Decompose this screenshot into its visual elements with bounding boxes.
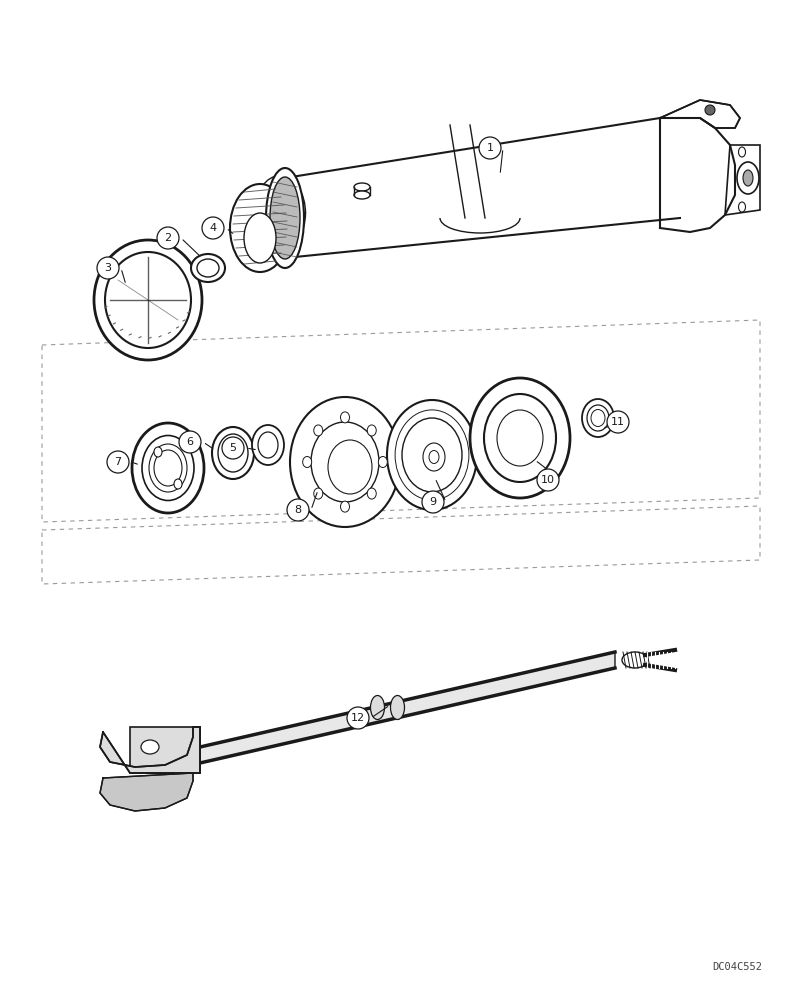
Circle shape [536,469,558,491]
Circle shape [478,137,500,159]
Circle shape [704,105,714,115]
Ellipse shape [94,240,202,360]
Ellipse shape [423,443,444,471]
Ellipse shape [496,410,543,466]
Ellipse shape [270,177,299,259]
Polygon shape [200,652,614,763]
Text: 12: 12 [350,713,365,723]
Ellipse shape [243,213,276,263]
Ellipse shape [340,412,349,423]
Ellipse shape [290,397,400,527]
Circle shape [607,411,629,433]
Text: 9: 9 [429,497,436,507]
Ellipse shape [174,479,182,489]
Ellipse shape [581,399,613,437]
Circle shape [157,227,178,249]
Polygon shape [100,727,200,773]
Ellipse shape [428,450,439,464]
Ellipse shape [340,501,349,512]
Ellipse shape [258,432,277,458]
Ellipse shape [736,162,758,194]
Ellipse shape [590,410,604,426]
Circle shape [286,499,309,521]
Ellipse shape [401,418,461,492]
Text: 4: 4 [209,223,217,233]
Ellipse shape [313,425,322,436]
Ellipse shape [470,378,569,498]
Ellipse shape [217,434,247,472]
Ellipse shape [197,259,219,277]
Polygon shape [724,145,759,215]
Text: 3: 3 [105,263,111,273]
Ellipse shape [328,440,371,494]
Ellipse shape [483,394,556,482]
Ellipse shape [354,191,370,199]
Ellipse shape [742,170,752,186]
Ellipse shape [141,740,159,754]
Ellipse shape [266,168,303,268]
Text: 5: 5 [230,443,236,453]
Text: 2: 2 [165,233,171,243]
Text: DC04C552: DC04C552 [711,962,761,972]
Ellipse shape [390,696,404,719]
Text: 1: 1 [486,143,493,153]
Ellipse shape [395,410,468,500]
Ellipse shape [387,400,476,510]
Ellipse shape [251,425,284,465]
Text: 7: 7 [114,457,122,467]
Ellipse shape [148,444,187,492]
Ellipse shape [105,252,191,348]
Circle shape [178,431,201,453]
Ellipse shape [154,447,162,457]
Circle shape [97,257,119,279]
Ellipse shape [370,696,384,719]
Circle shape [202,217,224,239]
Text: 10: 10 [540,475,554,485]
Ellipse shape [230,184,290,272]
Ellipse shape [311,422,379,502]
Ellipse shape [378,456,387,468]
Circle shape [346,707,368,729]
Circle shape [221,437,243,459]
Text: 8: 8 [294,505,301,515]
Ellipse shape [586,405,608,431]
Text: 11: 11 [610,417,624,427]
Polygon shape [130,727,200,773]
Ellipse shape [354,183,370,191]
Circle shape [422,491,444,513]
Ellipse shape [142,436,194,500]
Ellipse shape [132,423,204,513]
Ellipse shape [737,147,744,157]
Ellipse shape [154,450,182,486]
Ellipse shape [191,254,225,282]
Ellipse shape [313,488,322,499]
Polygon shape [659,100,739,128]
Text: 6: 6 [187,437,193,447]
Ellipse shape [367,425,375,436]
Polygon shape [100,773,193,811]
Circle shape [107,451,129,473]
Ellipse shape [621,652,647,668]
Ellipse shape [303,456,311,468]
Ellipse shape [737,202,744,212]
Ellipse shape [367,488,375,499]
Ellipse shape [212,427,254,479]
